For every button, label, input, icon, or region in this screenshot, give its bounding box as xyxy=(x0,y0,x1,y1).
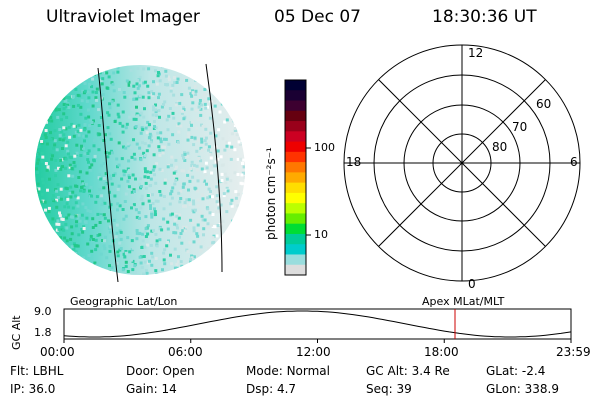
status-mode: Mode: Normal xyxy=(246,364,330,378)
date-label: 05 Dec 07 xyxy=(274,7,361,27)
lat-label-80: 80 xyxy=(492,140,508,154)
lat-label-60: 60 xyxy=(536,97,552,111)
terminator-line-1 xyxy=(97,67,119,283)
mlt-label-18: 18 xyxy=(346,155,362,169)
uv-earth-image xyxy=(35,63,245,283)
lat-label-70: 70 xyxy=(512,120,528,134)
status-glat: GLat: -2.4 xyxy=(486,364,546,378)
timeline-right-label: Apex MLat/MLT xyxy=(422,295,505,308)
x-tick-0000: 00:00 xyxy=(40,345,75,359)
status-gc-alt: GC Alt: 3.4 Re xyxy=(366,364,450,378)
x-tick-1200: 12:00 xyxy=(296,345,331,359)
y-tick-min: 1.8 xyxy=(34,326,52,339)
timeline-left-label: Geographic Lat/Lon xyxy=(70,295,178,308)
mlt-label-12: 12 xyxy=(468,46,484,60)
x-tick-1800: 18:00 xyxy=(424,345,459,359)
polar-grid xyxy=(343,44,581,282)
status-door: Door: Open xyxy=(126,364,195,378)
colorbar-tick-10: 10 xyxy=(314,228,328,241)
time-label: 18:30:36 UT xyxy=(432,7,537,27)
colorbar-unit-label: photon cm⁻²s⁻¹ xyxy=(264,147,278,240)
colorbar xyxy=(284,79,311,276)
mlt-label-6: 6 xyxy=(570,155,578,169)
altitude-timeline xyxy=(63,308,572,343)
status-ip: IP: 36.0 xyxy=(10,382,56,396)
colorbar-tick-100: 100 xyxy=(314,141,335,154)
x-tick-0600: 06:00 xyxy=(168,345,203,359)
terminator-line-2 xyxy=(205,63,223,273)
status-glon: GLon: 338.9 xyxy=(486,382,559,396)
status-filter: Flt: LBHL xyxy=(10,364,64,378)
status-dsp: Dsp: 4.7 xyxy=(246,382,297,396)
x-tick-2359: 23:59 xyxy=(556,345,591,359)
y-tick-max: 9.0 xyxy=(34,305,52,318)
status-gain: Gain: 14 xyxy=(126,382,177,396)
instrument-title: Ultraviolet Imager xyxy=(46,7,200,27)
status-seq: Seq: 39 xyxy=(366,382,412,396)
mlt-label-0: 0 xyxy=(468,277,476,291)
timeline-y-title: GC Alt xyxy=(10,315,23,350)
